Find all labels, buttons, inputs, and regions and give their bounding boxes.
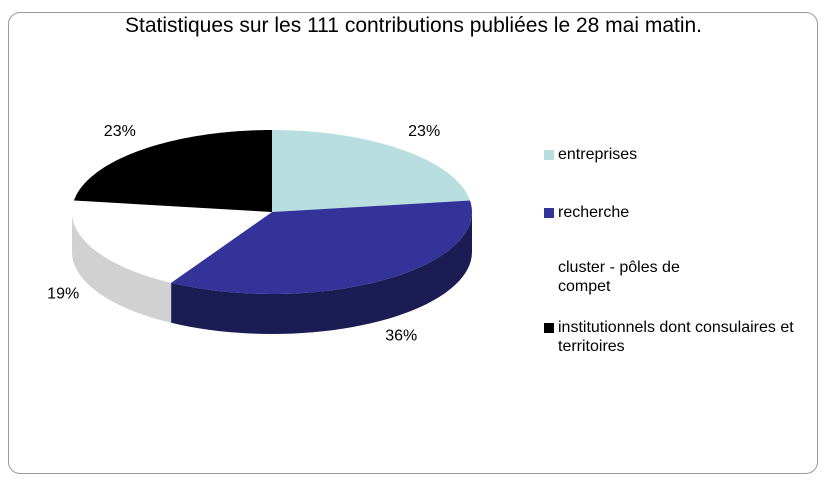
- legend-item: recherche: [544, 203, 814, 222]
- pie-side: [72, 212, 172, 323]
- legend-item: entreprises: [544, 145, 814, 164]
- pie-sides: [72, 212, 472, 334]
- legend-item: cluster - pôles de compet: [544, 258, 814, 296]
- pie-slice: [272, 130, 471, 212]
- data-label: 36%: [385, 328, 417, 345]
- data-label: 23%: [104, 123, 136, 140]
- pie-slice: [72, 200, 272, 283]
- legend-label: recherche: [558, 204, 630, 221]
- data-label: 19%: [47, 286, 79, 303]
- legend-label: entreprises: [558, 146, 638, 163]
- legend-swatch: [544, 323, 554, 333]
- legend-label: institutionnels dont consulaires et terr…: [558, 319, 794, 355]
- data-label: 23%: [408, 123, 440, 140]
- pie-slice: [171, 200, 472, 294]
- legend-swatch: [544, 208, 554, 218]
- pie-side: [171, 212, 472, 334]
- legend-swatch: [544, 263, 554, 273]
- pie-slice: [73, 130, 272, 212]
- legend-item: institutionnels dont consulaires et terr…: [544, 318, 814, 356]
- chart-title: Statistiques sur les 111 contributions p…: [124, 14, 703, 37]
- legend-swatch: [544, 150, 554, 160]
- legend-label: cluster - pôles de compet: [558, 259, 680, 295]
